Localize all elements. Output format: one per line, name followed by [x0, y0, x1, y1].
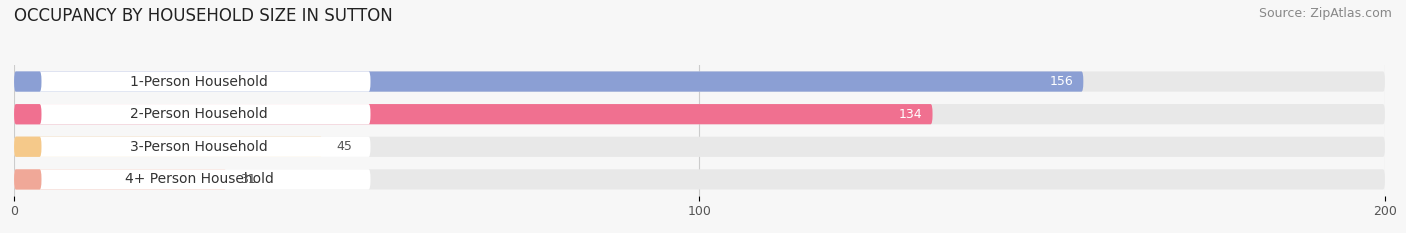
FancyBboxPatch shape [14, 169, 1385, 189]
FancyBboxPatch shape [14, 137, 1385, 157]
Text: 4+ Person Household: 4+ Person Household [125, 172, 274, 186]
FancyBboxPatch shape [14, 137, 371, 157]
Text: 2-Person Household: 2-Person Household [131, 107, 269, 121]
FancyBboxPatch shape [14, 104, 932, 124]
FancyBboxPatch shape [14, 72, 1385, 92]
FancyBboxPatch shape [14, 104, 42, 124]
Text: 31: 31 [240, 173, 256, 186]
Text: 45: 45 [336, 140, 352, 153]
Text: Source: ZipAtlas.com: Source: ZipAtlas.com [1258, 7, 1392, 20]
Text: 156: 156 [1049, 75, 1073, 88]
Text: OCCUPANCY BY HOUSEHOLD SIZE IN SUTTON: OCCUPANCY BY HOUSEHOLD SIZE IN SUTTON [14, 7, 392, 25]
FancyBboxPatch shape [14, 72, 1084, 92]
Text: 1-Person Household: 1-Person Household [131, 75, 269, 89]
FancyBboxPatch shape [14, 169, 371, 189]
FancyBboxPatch shape [14, 137, 322, 157]
FancyBboxPatch shape [14, 72, 42, 92]
FancyBboxPatch shape [14, 104, 371, 124]
Text: 134: 134 [898, 108, 922, 121]
FancyBboxPatch shape [14, 169, 226, 189]
FancyBboxPatch shape [14, 169, 42, 189]
FancyBboxPatch shape [14, 72, 371, 92]
FancyBboxPatch shape [14, 137, 42, 157]
FancyBboxPatch shape [14, 104, 1385, 124]
Text: 3-Person Household: 3-Person Household [131, 140, 269, 154]
